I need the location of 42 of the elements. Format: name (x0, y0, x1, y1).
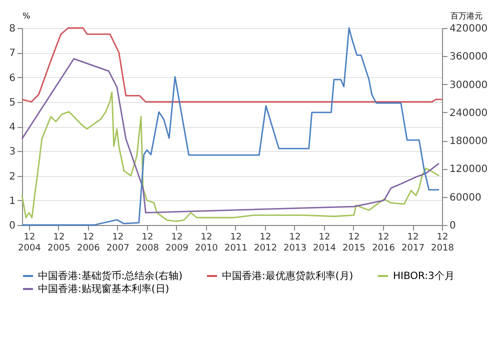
y-tick-label: 5 (9, 97, 16, 108)
x-tick-label: 12 2017 (402, 232, 424, 254)
y-tick-label: 7 (9, 48, 16, 60)
x-tick-label: 12 2015 (342, 232, 366, 254)
x-tick-label: 12 2006 (76, 232, 100, 254)
x-tick-label: 12 2011 (224, 232, 248, 254)
x-tick-label: 12 2007 (106, 232, 130, 254)
y2-tick-label: 240000 (450, 108, 488, 119)
line-series (21, 91, 440, 222)
x-tick-label: 12 2004 (18, 232, 42, 254)
y2-tick-label: 120000 (450, 164, 488, 176)
y2-tick-label: 0 (450, 220, 456, 232)
y2-tick-label: 360000 (450, 52, 488, 63)
x-tick-label: 12 2008 (136, 232, 160, 254)
legend-label: 中国香港:贴现窗基本利率(日) (38, 283, 170, 295)
y2-axis-title: 百万港元 (450, 12, 482, 20)
line-series (21, 58, 440, 214)
y-tick-label: 6 (9, 72, 16, 84)
line-series (21, 27, 440, 226)
y-tick-label: 0 (9, 220, 16, 232)
y-tick-label: 2 (9, 171, 16, 182)
y2-tick-label: 420000 (450, 24, 488, 34)
x-tick-label: 12 2010 (194, 232, 218, 254)
y-tick-label: 3 (9, 146, 16, 158)
y-axis-title: % (22, 12, 30, 20)
x-tick-label: 12 2016 (372, 232, 396, 254)
y2-tick-label: 180000 (450, 136, 488, 148)
y-tick-label: 8 (9, 24, 16, 34)
x-tick-label: 12 2013 (284, 232, 306, 254)
y2-tick-label: 300000 (450, 80, 488, 91)
legend-label: HIBOR:3个月 (393, 270, 454, 282)
legend-label: 中国香港:最优惠贷款利率(月) (222, 270, 354, 282)
x-tick-label: 12 2014 (313, 232, 336, 254)
y2-tick-label: 60000 (450, 192, 482, 204)
line-series (21, 27, 443, 103)
x-tick-label: 12 2005 (47, 232, 70, 254)
y-tick-label: 4 (9, 122, 16, 133)
x-tick-label: 12 2012 (254, 232, 277, 254)
x-tick-label: 12 2009 (166, 232, 189, 254)
y-tick-label: 1 (9, 196, 16, 207)
x-tick-label: 12 2018 (431, 232, 454, 254)
legend-label: 中国香港:基础货币:总结余(右轴) (38, 270, 183, 282)
